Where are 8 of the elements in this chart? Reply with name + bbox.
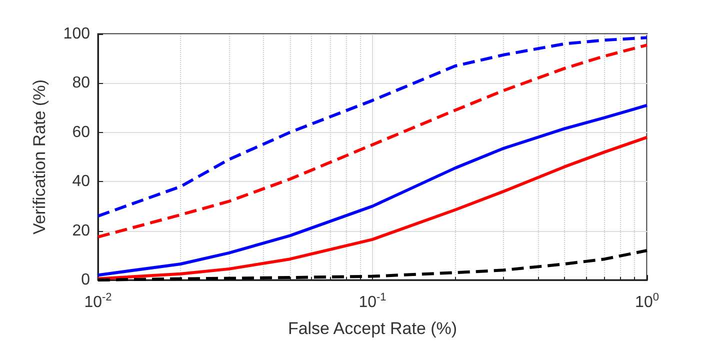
y-tick-label: 60 xyxy=(72,124,90,141)
y-tick-label: 20 xyxy=(72,222,90,240)
x-axis-title: False Accept Rate (%) xyxy=(288,319,458,338)
y-axis-title: Verification Rate (%) xyxy=(30,80,49,234)
y-tick-label: 0 xyxy=(81,272,90,288)
y-tick-label: 80 xyxy=(72,74,90,92)
y-tick-label: 40 xyxy=(72,173,90,190)
y-tick-label: 100 xyxy=(63,26,90,42)
